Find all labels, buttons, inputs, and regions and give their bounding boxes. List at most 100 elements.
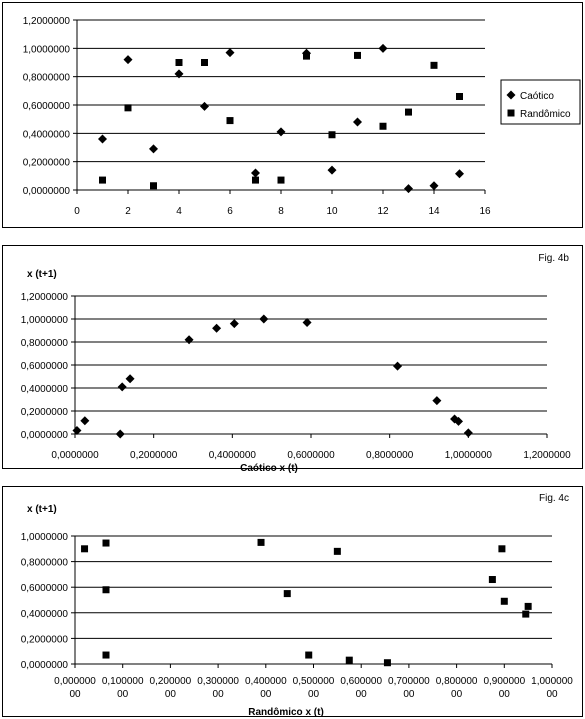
legend-label: Randômico xyxy=(520,109,571,120)
data-point-square xyxy=(333,547,341,555)
data-point-diamond xyxy=(463,428,473,438)
data-point-square xyxy=(498,545,506,553)
data-point-square xyxy=(379,122,387,130)
y-tick-label: 0,2000000 xyxy=(21,407,69,418)
data-point-square xyxy=(522,610,530,618)
x-tick-label: 1,000000 00 xyxy=(531,676,573,700)
data-point-square xyxy=(99,176,106,184)
legend: Caótico Randômico xyxy=(500,79,581,125)
y-tick-label: 0,2000000 xyxy=(23,158,71,169)
data-point-square xyxy=(303,52,310,60)
chart-b-svg: 0,0000000 0,2000000 0,4000000 0,6000000 0,80… xyxy=(21,253,571,474)
data-point-square xyxy=(257,538,265,546)
x-tick-label: 0,000000 00 xyxy=(54,676,96,700)
x-tick-label: 8 xyxy=(278,206,284,217)
data-point-diamond xyxy=(393,361,403,371)
x-tick-label: 16 xyxy=(479,206,491,217)
chart-panel-b: 0,0000000 0,2000000 0,4000000 0,6000000 0,80… xyxy=(2,245,583,474)
x-tick-label: 4 xyxy=(176,206,182,217)
x-tick-label: 0,500000 00 xyxy=(293,676,335,700)
data-point-diamond xyxy=(432,396,442,406)
data-point-square xyxy=(201,59,208,66)
data-point-square xyxy=(524,602,532,610)
data-point-diamond xyxy=(98,134,107,144)
data-point-diamond xyxy=(200,101,209,111)
chart-c-svg: 0,0000000 0,2000000 0,4000000 0,6000000 0,80… xyxy=(21,493,574,718)
x-tick-label: 6 xyxy=(227,206,233,217)
data-point-square xyxy=(305,651,313,659)
data-point-diamond xyxy=(353,117,362,127)
data-point-diamond xyxy=(225,48,235,58)
data-point-square xyxy=(252,176,259,184)
legend-marker-diamond xyxy=(506,90,516,100)
data-point-square xyxy=(150,182,157,190)
y-tick-label: 0,6000000 xyxy=(21,361,69,372)
data-point-diamond xyxy=(454,416,463,426)
x-tick-label: 0 xyxy=(74,206,80,217)
x-axis-title: Caótico x (t) xyxy=(240,463,298,474)
x-tick-label: 0,8000000 xyxy=(366,450,414,461)
data-point-diamond xyxy=(378,43,388,53)
y-tick-label: 0,8000000 xyxy=(23,73,71,84)
y-tick-label: 0,6000000 xyxy=(21,583,69,594)
data-point-diamond xyxy=(302,317,312,327)
y-tick-label: 0,2000000 xyxy=(21,634,69,645)
data-point-diamond xyxy=(229,319,239,329)
x-tick-label: 0,400000 00 xyxy=(245,676,287,700)
data-point-square xyxy=(500,597,508,605)
y-tick-label: 1,2000000 xyxy=(23,16,71,27)
x-tick-label: 1,0000000 xyxy=(445,450,493,461)
data-point-square xyxy=(226,117,234,125)
data-point-diamond xyxy=(72,426,82,436)
x-axis-title: Randômico x (t) xyxy=(248,707,324,718)
x-tick-label: 0,4000000 xyxy=(209,450,257,461)
x-tick-label: 0,300000 00 xyxy=(197,676,239,700)
data-point-square xyxy=(456,93,463,100)
y-tick-label: 1,2000000 xyxy=(21,292,69,303)
x-tick-label: 0,900000 00 xyxy=(483,676,525,700)
x-tick-label: 1,2000000 xyxy=(523,450,571,461)
data-point-diamond xyxy=(404,184,413,194)
data-point-square xyxy=(102,586,110,594)
x-tick-label: 0,800000 00 xyxy=(436,676,478,700)
data-point-diamond xyxy=(184,335,194,345)
y-tick-label: 1,0000000 xyxy=(21,532,69,543)
data-point-square xyxy=(283,590,291,598)
y-tick-label: 1,0000000 xyxy=(23,44,71,55)
y-tick-label: 0,4000000 xyxy=(21,384,69,395)
x-tick-label: 0,700000 00 xyxy=(388,676,430,700)
y-tick-label: 0,8000000 xyxy=(21,338,69,349)
data-point-diamond xyxy=(251,168,260,178)
data-point-square xyxy=(328,131,336,139)
y-tick-label: 0,0000000 xyxy=(23,186,71,197)
y-tick-label: 0,4000000 xyxy=(21,609,69,620)
data-point-square xyxy=(354,51,361,59)
x-tick-label: 0,200000 00 xyxy=(150,676,192,700)
data-point-diamond xyxy=(327,165,337,175)
x-tick-label: 0,0000000 xyxy=(51,450,99,461)
data-point-square xyxy=(488,576,496,584)
x-tick-label: 12 xyxy=(377,206,389,217)
chart-panel-c: 0,0000000 0,2000000 0,4000000 0,6000000 0,80… xyxy=(2,486,583,718)
data-point-square xyxy=(102,539,110,547)
data-point-diamond xyxy=(174,69,184,79)
y-tick-label: 0,4000000 xyxy=(23,129,71,140)
y-tick-label: 0,0000000 xyxy=(21,430,69,441)
x-tick-label: 10 xyxy=(326,206,338,217)
chart-panel-a: 0,0000000 0,2000000 0,4000000 0,6000000 0,80… xyxy=(2,2,583,228)
x-tick-label: 0,600000 00 xyxy=(340,676,382,700)
x-tick-label: 0,100000 00 xyxy=(102,676,144,700)
data-point-diamond xyxy=(259,314,269,324)
legend-label: Caótico xyxy=(520,91,554,102)
figure-label: Fig. 4c xyxy=(539,493,569,504)
data-point-diamond xyxy=(123,55,133,65)
data-point-square xyxy=(102,651,110,659)
data-point-diamond xyxy=(80,416,90,426)
data-point-square xyxy=(277,176,285,184)
figure-label: Fig. 4b xyxy=(538,253,569,264)
legend-marker-square xyxy=(507,109,515,117)
y-axis-title: x (t+1) xyxy=(27,269,57,280)
data-point-square xyxy=(81,545,89,553)
y-axis-title: x (t+1) xyxy=(27,504,57,515)
data-point-diamond xyxy=(455,169,464,179)
